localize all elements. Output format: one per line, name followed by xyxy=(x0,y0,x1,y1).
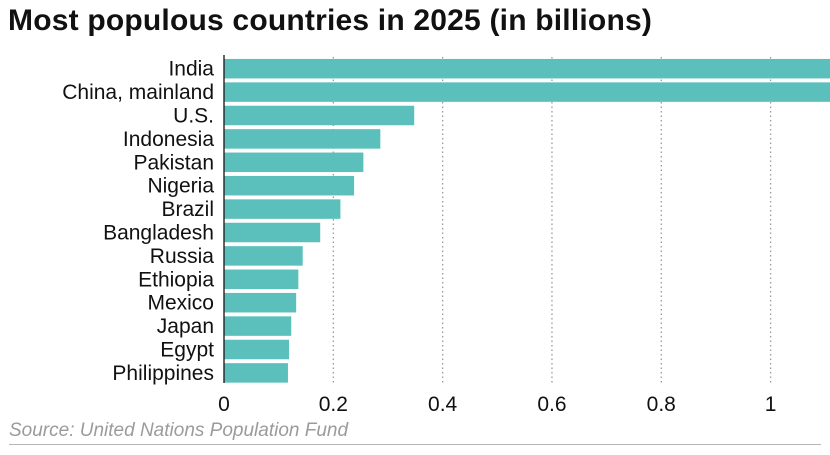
x-tick-label: 0.6 xyxy=(537,393,566,416)
x-tick-label: 1 xyxy=(765,393,777,416)
bar-india xyxy=(224,58,830,79)
bar-ethiopia xyxy=(224,269,299,290)
category-label: Pakistan xyxy=(133,151,214,174)
category-label: Russia xyxy=(150,245,215,268)
bar-nigeria xyxy=(224,175,355,196)
category-label: Brazil xyxy=(161,198,214,221)
bar-japan xyxy=(224,316,292,336)
bar-bangladesh xyxy=(224,222,321,243)
chart-title: Most populous countries in 2025 (in bill… xyxy=(8,4,653,37)
category-label: Bangladesh xyxy=(103,222,214,245)
bar-brazil xyxy=(224,199,341,219)
category-label: Egypt xyxy=(160,339,214,362)
x-tick-label: 0.2 xyxy=(319,393,348,416)
category-label: China, mainland xyxy=(62,81,214,104)
x-tick-label: 0 xyxy=(218,393,230,416)
category-label: Japan xyxy=(157,315,214,338)
x-axis-ticks: 00.20.40.60.811.21.4 xyxy=(218,393,777,416)
category-label: Philippines xyxy=(112,362,214,385)
bar-philippines xyxy=(224,363,288,383)
category-label: Ethiopia xyxy=(138,268,214,291)
bars xyxy=(224,58,830,383)
x-tick-label: 0.8 xyxy=(647,393,676,416)
bar-russia xyxy=(224,246,303,266)
bar-mexico xyxy=(224,292,297,313)
source-note: Source: United Nations Population Fund xyxy=(9,420,349,441)
x-tick-label: 0.4 xyxy=(428,393,458,416)
bottom-rule xyxy=(9,444,821,445)
category-label: Nigeria xyxy=(147,175,214,198)
bar-egypt xyxy=(224,339,290,360)
bar-indonesia xyxy=(224,129,381,149)
bar-u-s xyxy=(224,105,415,126)
bar-pakistan xyxy=(224,152,364,173)
category-label: U.S. xyxy=(173,105,214,128)
category-label: Mexico xyxy=(147,292,214,315)
category-label: Indonesia xyxy=(123,128,214,151)
bar-china-mainland xyxy=(224,82,830,102)
category-label: India xyxy=(168,58,214,81)
